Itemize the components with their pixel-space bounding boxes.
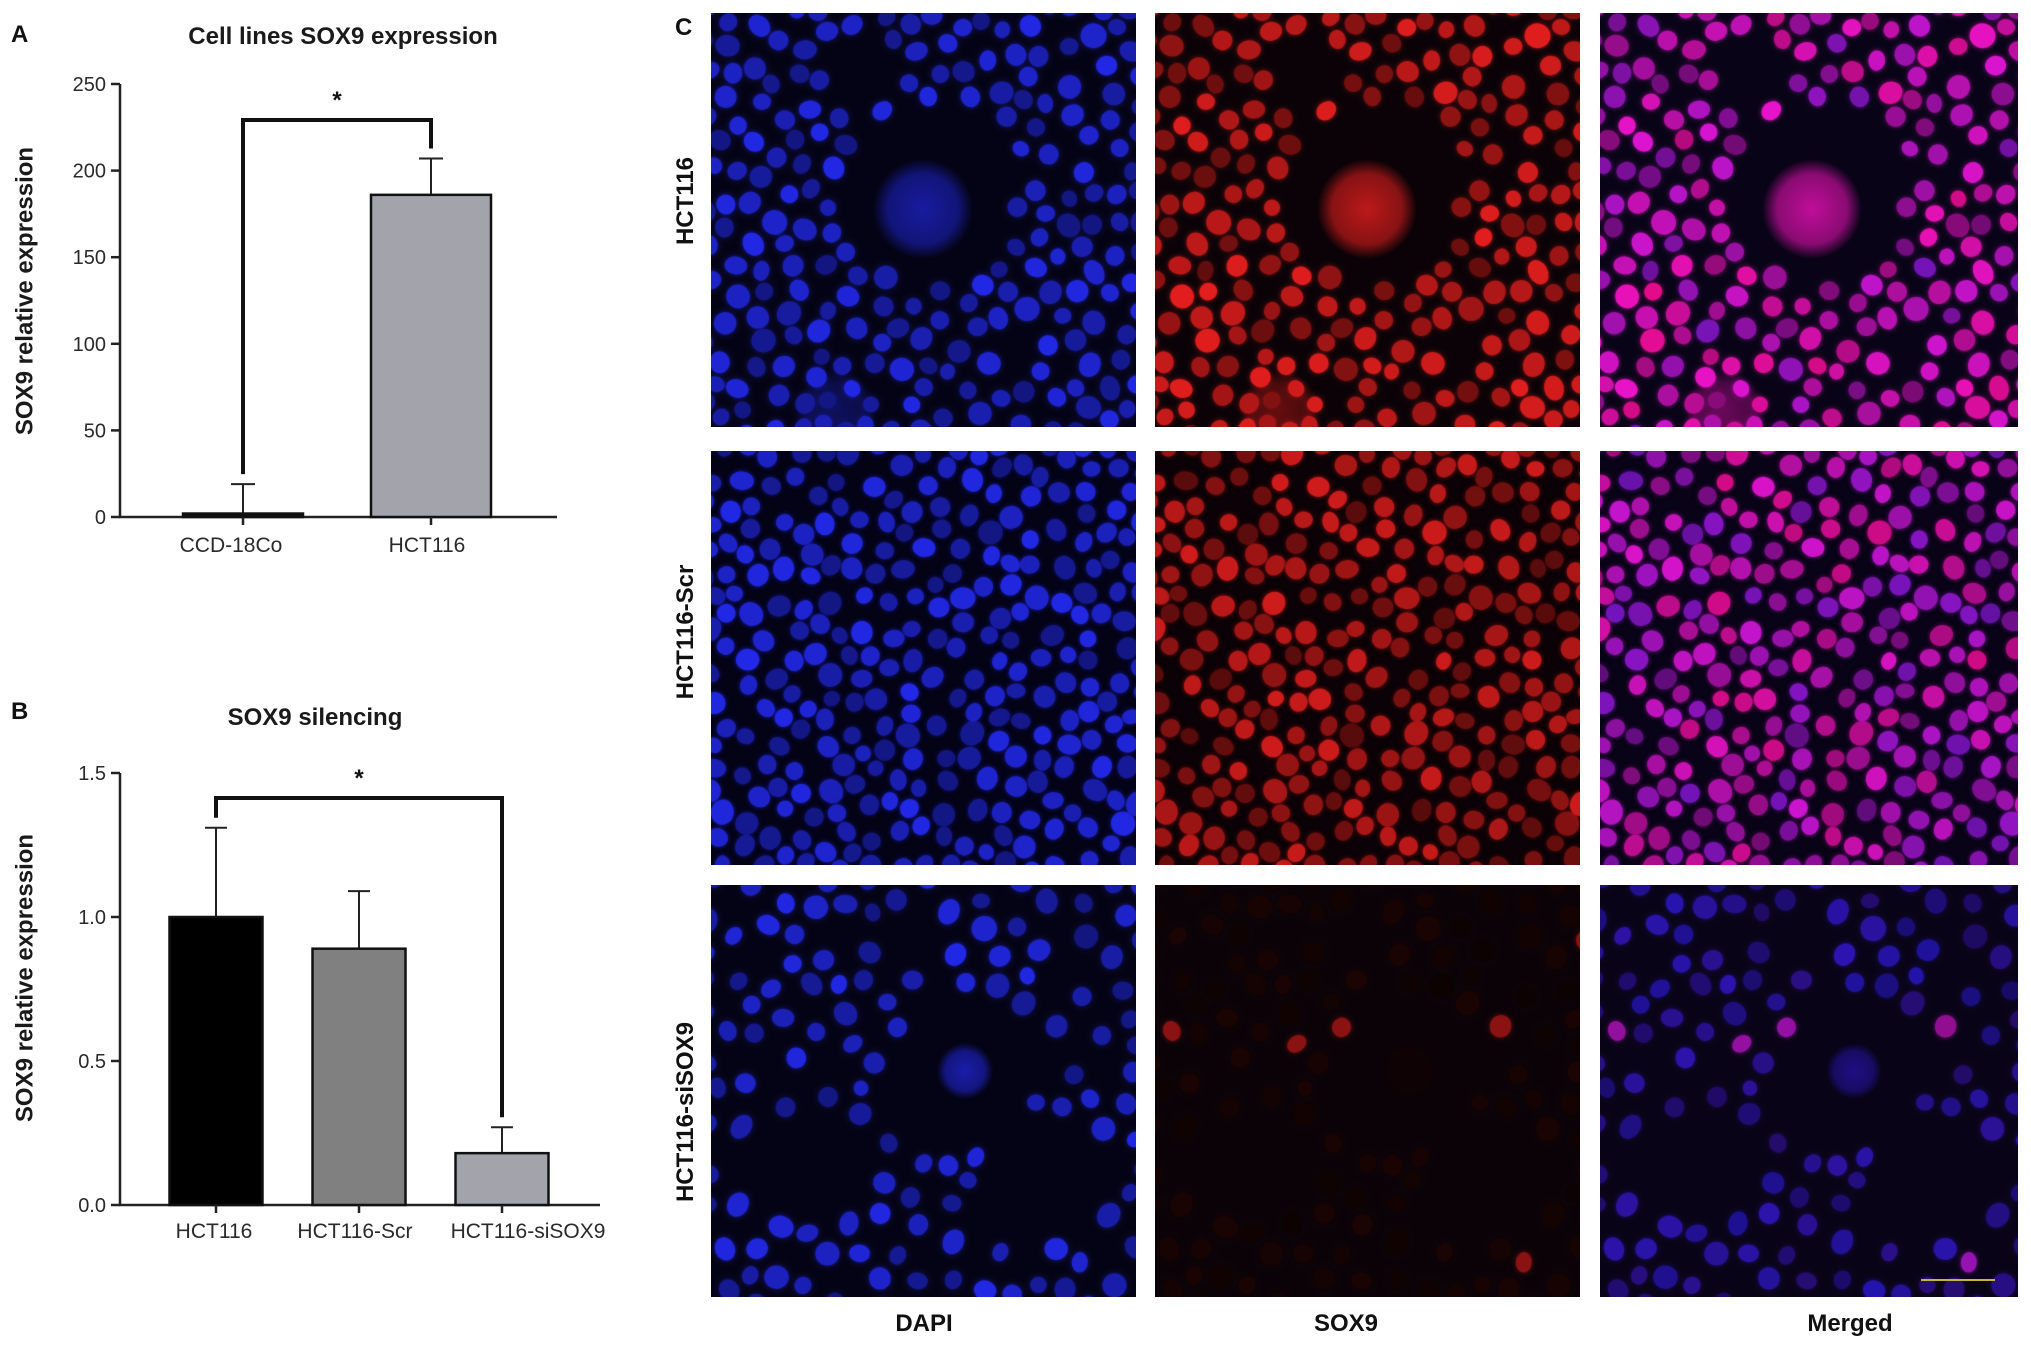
y-tick-label: 150: [73, 247, 106, 269]
y-tick-label: 250: [73, 74, 106, 96]
chart-a: Cell lines SOX9 expression SOX9 relative…: [12, 23, 557, 557]
row-label-hct116: HCT116: [672, 156, 699, 246]
x-tick-label: HCT116: [389, 534, 466, 557]
micrograph-hct116-scr-dapi: [711, 451, 1136, 865]
panel-label-c: C: [675, 14, 693, 41]
panel-label-b: B: [11, 698, 29, 725]
significance-asterisk: *: [332, 87, 342, 114]
chart-title: Cell lines SOX9 expression: [188, 23, 497, 50]
significance-bracket: [214, 796, 504, 1118]
col-label-merged: Merged: [1807, 1310, 1893, 1337]
y-tick-label: 100: [73, 334, 106, 356]
significance-bracket: [241, 118, 433, 475]
y-tick-label: 1.0: [78, 907, 106, 929]
col-label-dapi: DAPI: [895, 1310, 953, 1337]
micrograph-hct116-sisox9-sox9: [1155, 885, 1580, 1297]
bar: [311, 947, 407, 1207]
y-tick-label: 50: [84, 420, 106, 442]
significance-asterisk: *: [354, 765, 364, 792]
micrograph-hct116-sox9: [1155, 13, 1580, 427]
micrograph-hct116-scr-sox9: [1155, 451, 1580, 865]
bar: [181, 512, 305, 519]
bar: [168, 915, 264, 1207]
y-tick-label: 1.5: [78, 763, 106, 785]
y-tick-label: 0: [95, 507, 106, 529]
chart-b: SOX9 silencing SOX9 relative expression …: [12, 704, 606, 1243]
x-tick-label: CCD-18Co: [180, 534, 283, 557]
micrograph-hct116-sisox9-dapi: [711, 885, 1136, 1297]
panel-label-a: A: [11, 21, 29, 48]
y-tick-label: 0.5: [78, 1051, 106, 1073]
bar: [369, 193, 493, 519]
micrograph-hct116-sisox9-merged: [1600, 885, 2018, 1297]
micrograph-hct116-dapi: [711, 13, 1136, 427]
y-tick-label: 0.0: [78, 1195, 106, 1217]
bar-charts: Cell lines SOX9 expression SOX9 relative…: [12, 23, 606, 1243]
y-axis-title: SOX9 relative expression: [12, 147, 39, 435]
col-label-sox9: SOX9: [1313, 1310, 1379, 1337]
row-label-hct116-sisox9: HCT116-siSOX9: [672, 1021, 699, 1203]
y-axis-title: SOX9 relative expression: [12, 834, 39, 1122]
x-tick-label: HCT116-Scr: [297, 1220, 412, 1243]
x-tick-label: HCT116: [176, 1220, 253, 1243]
micrograph-hct116-scr-merged: [1600, 451, 2018, 865]
bar: [454, 1151, 550, 1207]
row-label-hct116-scr: HCT116-Scr: [672, 564, 699, 700]
micrograph-hct116-merged: [1600, 13, 2018, 427]
y-tick-label: 200: [73, 161, 106, 183]
scale-bar: [1921, 1279, 1995, 1281]
x-tick-label: HCT116-siSOX9: [451, 1220, 606, 1243]
chart-title: SOX9 silencing: [228, 704, 403, 731]
